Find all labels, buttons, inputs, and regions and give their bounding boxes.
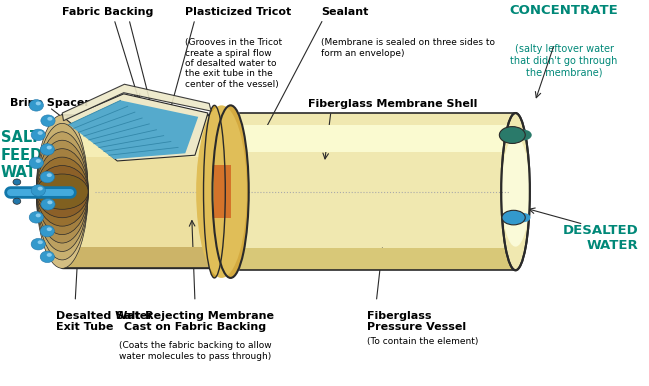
Ellipse shape [36,174,88,209]
Bar [62,247,230,268]
Ellipse shape [13,179,21,185]
Ellipse shape [499,127,525,144]
Text: (Membrane is sealed on three sides to
form an envelope): (Membrane is sealed on three sides to fo… [321,38,495,58]
Text: (Coats the fabric backing to allow
water molecules to pass through): (Coats the fabric backing to allow water… [119,341,271,361]
Text: CONCENTRATE: CONCENTRATE [509,4,618,17]
Text: Plasticized Tricot: Plasticized Tricot [185,7,291,17]
Ellipse shape [501,137,530,247]
Text: Salt-Rejecting Membrane
Cast on Fabric Backing: Salt-Rejecting Membrane Cast on Fabric B… [116,310,274,332]
Text: Fiberglass Membrane Shell: Fiberglass Membrane Shell [308,99,478,109]
Ellipse shape [36,140,88,243]
Ellipse shape [36,124,88,260]
Text: (salty leftover water
that didn't go through
the membrane): (salty leftover water that didn't go thr… [510,44,618,77]
Ellipse shape [31,239,45,250]
Text: DESALTED
WATER: DESALTED WATER [563,223,639,252]
Ellipse shape [36,115,88,268]
Text: Brine Spacer: Brine Spacer [10,98,90,108]
Ellipse shape [36,213,41,217]
Text: (Grooves in the Tricot
create a spiral flow
of desalted water to
the exit tube i: (Grooves in the Tricot create a spiral f… [185,38,282,89]
Text: (Encases the membrane): (Encases the membrane) [308,127,422,135]
Ellipse shape [36,157,88,226]
Ellipse shape [38,131,43,135]
Ellipse shape [38,187,43,190]
Ellipse shape [501,113,530,270]
Ellipse shape [36,132,88,251]
Ellipse shape [40,251,55,262]
Ellipse shape [47,253,52,257]
Ellipse shape [40,144,55,155]
Text: Sealant: Sealant [321,7,369,17]
Ellipse shape [36,102,41,105]
Ellipse shape [36,159,41,163]
Ellipse shape [38,240,43,244]
Ellipse shape [516,213,530,222]
Ellipse shape [29,100,43,111]
Ellipse shape [36,149,88,235]
Ellipse shape [502,210,525,225]
Ellipse shape [515,130,532,141]
Text: (To contain the element): (To contain the element) [367,337,478,346]
Ellipse shape [204,105,225,278]
Bar [62,130,230,157]
Ellipse shape [47,117,53,121]
Ellipse shape [47,227,52,231]
Ellipse shape [40,171,55,183]
Ellipse shape [13,198,21,204]
Ellipse shape [29,212,43,223]
Text: Desalted Water
Exit Tube: Desalted Water Exit Tube [56,310,153,332]
Ellipse shape [41,198,55,210]
Polygon shape [69,100,198,159]
Text: Fabric Backing: Fabric Backing [62,7,153,17]
Polygon shape [66,94,208,161]
Text: SALTY
FEED
WATER: SALTY FEED WATER [1,130,58,180]
Ellipse shape [212,105,249,278]
Polygon shape [62,84,211,121]
Ellipse shape [196,105,247,278]
Ellipse shape [41,115,55,127]
Ellipse shape [40,225,55,237]
Ellipse shape [36,166,88,218]
Ellipse shape [31,185,45,196]
Ellipse shape [47,146,52,149]
Ellipse shape [47,173,52,177]
Bar [240,248,515,270]
Bar [62,115,230,268]
Bar [240,125,515,152]
Bar [240,113,515,270]
Text: Fiberglass
Pressure Vessel: Fiberglass Pressure Vessel [367,310,466,332]
Ellipse shape [31,129,45,141]
Ellipse shape [47,200,53,204]
Ellipse shape [29,157,43,169]
Bar [214,165,230,218]
